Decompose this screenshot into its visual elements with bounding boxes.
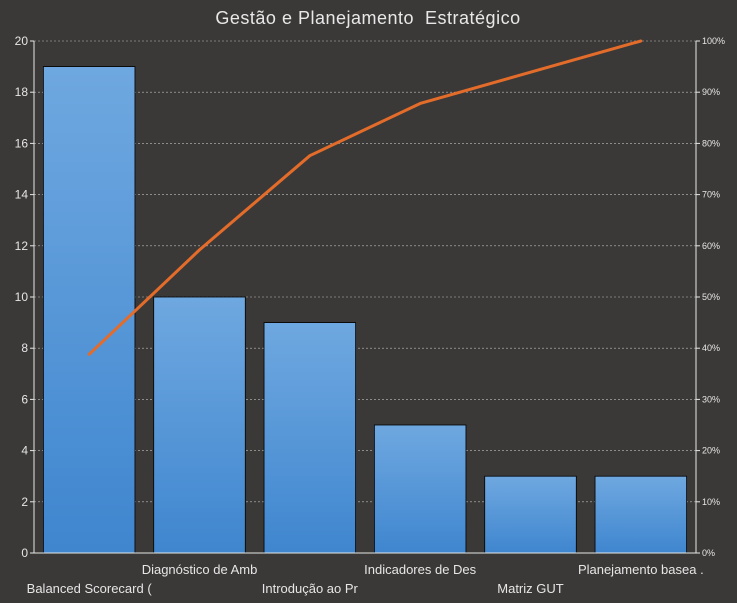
x-category-label: Planejamento basea . — [578, 562, 704, 577]
bar — [263, 322, 357, 554]
cumulative-line-series — [87, 39, 643, 356]
x-category-label: Indicadores de Des — [364, 562, 477, 577]
y-tick-label: 2 — [21, 495, 28, 509]
y2-tick-label: 50% — [702, 292, 720, 302]
y-axis-right-ticks: 0% 10% 20% 30% 40% 50% 60% 70% 80% 90% 100% — [696, 36, 725, 558]
y-tick-label: 16 — [15, 136, 29, 150]
cumulative-line — [87, 39, 643, 356]
y-tick-label: 20 — [15, 34, 29, 48]
y2-tick-label: 70% — [702, 190, 720, 200]
x-category-label: Diagnóstico de Amb — [142, 562, 258, 577]
y2-tick-label: 90% — [702, 87, 720, 97]
chart-title: Gestão e Planejamento Estratégico — [215, 8, 520, 28]
x-category-label: Introdução ao Pr — [262, 581, 359, 596]
bar-series — [42, 66, 688, 554]
y2-tick-label: 60% — [702, 241, 720, 251]
y2-tick-label: 100% — [702, 36, 725, 46]
bar — [373, 424, 467, 554]
bar — [484, 475, 577, 554]
y-tick-label: 12 — [15, 239, 29, 253]
y2-tick-label: 40% — [702, 343, 720, 353]
x-category-label: Matriz GUT — [497, 581, 564, 596]
y-tick-label: 14 — [15, 188, 29, 202]
y-tick-label: 6 — [21, 392, 28, 406]
y2-tick-label: 80% — [702, 138, 720, 148]
y-tick-label: 4 — [21, 444, 28, 458]
y-tick-label: 0 — [21, 546, 28, 560]
x-axis-category-labels: Balanced Scorecard ( Diagnóstico de Amb In… — [27, 562, 704, 596]
bar — [594, 475, 688, 554]
y2-tick-label: 30% — [702, 394, 720, 404]
bar — [42, 66, 136, 554]
y-axis-left-ticks: 0 2 4 6 8 10 12 14 16 18 20 — [15, 34, 34, 560]
y-tick-label: 18 — [15, 85, 29, 99]
bar — [153, 296, 246, 554]
y-tick-label: 10 — [15, 290, 29, 304]
y2-tick-label: 10% — [702, 497, 720, 507]
y2-tick-label: 20% — [702, 446, 720, 456]
y-tick-label: 8 — [21, 341, 28, 355]
x-category-label: Balanced Scorecard ( — [27, 581, 153, 596]
y2-tick-label: 0% — [702, 548, 715, 558]
